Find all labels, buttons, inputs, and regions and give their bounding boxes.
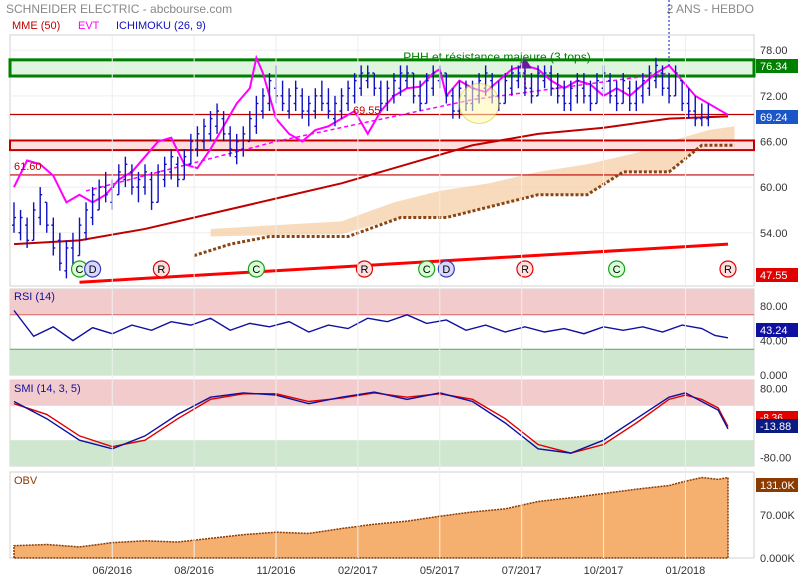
smi-panel: 80.00 -80.00 [9, 379, 791, 467]
rsi-tick-label: 0.000 [760, 370, 788, 382]
resistance-label: PHH et résistance majeure (3 tops) [403, 50, 590, 64]
x-tick-label: 02/2017 [338, 565, 378, 577]
signal-label: C [613, 264, 621, 276]
price-badge-bottom: 47.55 [760, 270, 788, 282]
chart-period: 2 ANS - HEBDO [667, 2, 754, 16]
price-tick-label: 60.00 [760, 182, 788, 194]
level-low-label: 61.60 [14, 161, 42, 173]
legend-ichimoku: ICHIMOKU (26, 9) [116, 20, 206, 32]
signal-label: D [442, 264, 450, 276]
obv-label: OBV [14, 475, 38, 487]
obv-value-badge: 131.0K [760, 480, 796, 492]
price-tick-label: 78.00 [760, 45, 788, 57]
signal-circle [355, 260, 374, 278]
smi-blue-line [13, 391, 729, 454]
smi-overbought-zone [10, 380, 754, 406]
rsi-tick-label: 80.00 [760, 301, 788, 313]
series-line-0 [13, 115, 729, 246]
x-tick-label: 05/2017 [420, 565, 460, 577]
smi-blue-badge: -13.88 [760, 421, 791, 433]
smi-red-line [13, 392, 729, 454]
smi-oversold-zone [10, 440, 754, 466]
price-badge-top: 76.34 [760, 61, 788, 73]
series-line-4 [79, 242, 729, 284]
obv-tick-label: 70.00K [760, 510, 796, 522]
signal-label: C [423, 264, 431, 276]
x-axis: 06/2016 08/2016 11/2016 02/2017 05/2017 07/20… [92, 35, 705, 577]
rsi-value-badge: 43.24 [760, 325, 788, 337]
level-mid-band [9, 139, 755, 152]
resistance-band [8, 58, 756, 78]
signal-label: R [360, 264, 368, 276]
signal-label: C [76, 264, 84, 276]
x-tick-label: 10/2017 [584, 565, 624, 577]
x-tick-label: 11/2016 [257, 565, 296, 577]
level-high-label: 69.55 [353, 105, 381, 117]
rsi-line [13, 310, 729, 342]
signal-circle [152, 260, 170, 278]
price-tick-label: 66.00 [760, 136, 788, 148]
signal-label: C [252, 264, 260, 276]
series-line-2 [85, 72, 670, 192]
price-tick-label: 72.00 [760, 91, 788, 103]
signal-circle [437, 260, 455, 278]
smi-tick-label: -80.00 [760, 452, 791, 464]
signal-label: R [157, 264, 165, 276]
x-tick-label: 07/2017 [502, 565, 542, 577]
signal-circle [247, 260, 265, 278]
rsi-overbought-zone [10, 289, 754, 315]
signal-circle [84, 260, 102, 278]
smi-label: SMI (14, 3, 5) [14, 383, 81, 395]
series-line-3 [193, 143, 735, 258]
obv-area [13, 476, 729, 559]
rsi-panel: 80.00 40.00 0.000 [9, 288, 788, 382]
signal-label: R [724, 264, 732, 276]
signal-circle [516, 260, 534, 278]
highlight-circle [458, 82, 500, 124]
obv-tick-label: 0.000K [760, 553, 796, 565]
signal-circle [608, 260, 626, 278]
smi-red-badge: -8.36 [760, 413, 783, 424]
rsi-label: RSI (14) [14, 291, 55, 303]
smi-tick-label: 80.00 [760, 384, 788, 396]
price-tick-label: 54.00 [760, 228, 788, 240]
legend-mme: MME (50) [12, 20, 60, 32]
rsi-oversold-zone [10, 349, 754, 375]
signal-circle [719, 260, 737, 278]
signal-label: D [89, 264, 97, 276]
x-tick-label: 06/2016 [92, 565, 132, 577]
legend-evt: EVT [78, 20, 100, 32]
rsi-tick-label: 40.00 [760, 336, 788, 348]
x-tick-label: 01/2018 [666, 565, 706, 577]
chart-title: SCHNEIDER ELECTRIC - abcbourse.com [6, 2, 232, 16]
signal-circle [418, 260, 436, 278]
signal-label: R [521, 264, 529, 276]
obv-panel: 70.00K 0.000K [9, 471, 796, 565]
x-tick-label: 08/2016 [174, 565, 214, 577]
price-badge-current: 69.24 [760, 112, 788, 124]
price-frame [9, 34, 755, 287]
